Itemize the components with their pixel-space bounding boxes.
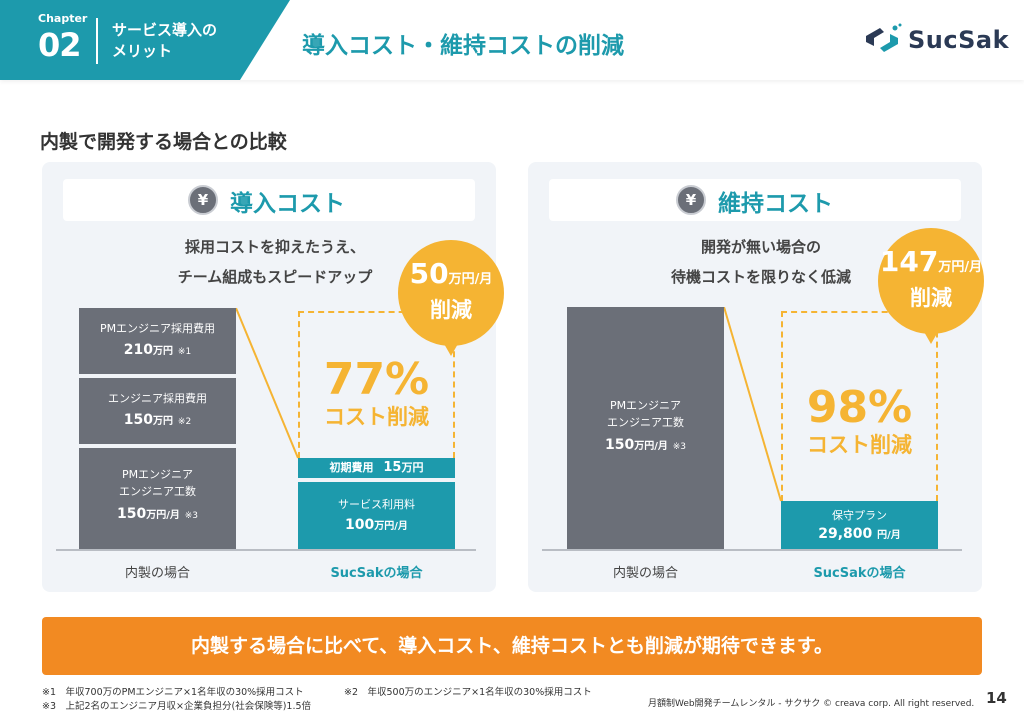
- chapter-block: [0, 0, 240, 80]
- initial-savings-bubble: 50万円/月 削減: [398, 240, 504, 346]
- chapter-label: Chapter: [38, 12, 88, 25]
- maintenance-axis-sucsak: SucSakの場合: [813, 566, 906, 581]
- maintenance-connector-line: [724, 307, 781, 502]
- engineer-hours-unit: 万円/月: [146, 510, 180, 521]
- page-title: 導入コスト・維持コストの削減: [302, 33, 624, 59]
- engineer-hours-value: 150: [116, 506, 147, 522]
- engineer-hours-bar: PMエンジニア エンジニア工数 150万円/月 ※3: [79, 448, 236, 549]
- maintenance-bubble-tail: [923, 330, 939, 344]
- initial-cost-header: [63, 179, 475, 221]
- maintenance-axis-inhouse: 内製の場合: [612, 566, 678, 581]
- yen-icon: ¥: [676, 185, 706, 215]
- initial-axis-sucsak: SucSakの場合: [330, 566, 423, 581]
- engineer-recruit-unit: 万円: [153, 416, 174, 427]
- initial-fee-label: 初期費用: [329, 461, 374, 474]
- maintenance-savings-percent-block: 98% コスト削減: [781, 384, 938, 458]
- maintenance-savings-percent: 98%: [806, 382, 913, 433]
- maintenance-bubble-unit: 万円/月: [938, 260, 983, 275]
- maintenance-inhouse-value: 150: [604, 437, 635, 453]
- maintenance-savings-label: コスト削減: [807, 433, 912, 457]
- initial-savings-percent: 77%: [323, 354, 430, 405]
- maintenance-cost-header: [549, 179, 961, 221]
- maintenance-dashed-box: [781, 311, 938, 501]
- maintenance-plan-value: 29,800: [818, 526, 873, 542]
- chapter-divider: [96, 18, 98, 64]
- maintenance-inhouse-label: PMエンジニア エンジニア工数: [607, 399, 684, 429]
- maintenance-cost-subtitle: 開発が無い場合の 待機コストを限りなく低減: [670, 238, 851, 286]
- chapter-number: 02: [38, 26, 82, 64]
- initial-savings-percent-block: 77% コスト削減: [298, 356, 455, 430]
- pm-recruit-label: PMエンジニア採用費用: [99, 322, 216, 335]
- engineer-hours-note: ※3: [184, 511, 199, 521]
- chapter-title: サービス導入の メリット: [112, 21, 218, 60]
- page-number: 14: [986, 689, 1007, 707]
- initial-baseline: [56, 549, 476, 551]
- maintenance-baseline: [542, 549, 962, 551]
- footnote-1: ※1 年収700万のPMエンジニア×1名年収の30%採用コスト: [42, 687, 304, 698]
- initial-fee-unit: 万円: [401, 461, 424, 474]
- chapter-block-tip: [240, 0, 290, 80]
- initial-cost-subtitle: 採用コストを抑えたうえ、 チーム組成もスピードアップ: [177, 238, 373, 286]
- initial-bubble-unit: 万円/月: [448, 272, 493, 287]
- maintenance-bubble-value: 147: [879, 245, 939, 278]
- conclusion-banner: 内製する場合に比べて、導入コスト、維持コストとも削減が期待できます。: [42, 617, 982, 675]
- copyright: 月額制Web開発チームレンタル - サクサク © creava corp. Al…: [648, 699, 975, 709]
- maintenance-inhouse-unit: 万円/月: [634, 441, 668, 452]
- service-fee-bar: サービス利用料 100万円/月: [298, 482, 455, 549]
- pm-recruit-note: ※1: [177, 347, 192, 357]
- maintenance-plan-unit: 円/月: [877, 530, 901, 541]
- sucsak-logo-icon: [866, 23, 902, 52]
- savings-dashed-box: [298, 311, 455, 458]
- engineer-recruit-value: 150: [123, 412, 154, 428]
- initial-fee-value: 15: [383, 460, 402, 475]
- maintenance-savings-bubble: 147万円/月 削減: [878, 228, 984, 334]
- initial-bubble-value: 50: [409, 257, 449, 290]
- engineer-recruit-bar: エンジニア採用費用 150万円 ※2: [79, 378, 236, 444]
- pm-recruit-value: 210: [123, 342, 154, 358]
- maintenance-plan-label: 保守プラン: [832, 509, 887, 522]
- pm-recruit-unit: 万円: [153, 346, 174, 357]
- initial-connector-line: [236, 308, 298, 459]
- footnote-3: ※3 上記2名のエンジニア月収×企業負担分(社会保険等)1.5倍: [42, 701, 312, 712]
- service-fee-unit: 万円/月: [374, 521, 408, 532]
- service-fee-label: サービス利用料: [338, 498, 415, 511]
- initial-savings-label: コスト削減: [324, 405, 429, 429]
- section-title: 内製で開発する場合との比較: [40, 131, 287, 153]
- initial-fee-bar: 初期費用 15万円: [298, 458, 455, 478]
- footnote-2: ※2 年収500万のエンジニア×1名年収の30%採用コスト: [344, 687, 592, 698]
- initial-bubble-label: 削減: [430, 298, 472, 322]
- service-fee-value: 100: [345, 517, 375, 533]
- maintenance-inhouse-bar: PMエンジニア エンジニア工数 150万円/月 ※3: [567, 307, 724, 549]
- maintenance-inhouse-note: ※3: [672, 442, 687, 452]
- initial-bubble-tail: [443, 342, 459, 356]
- yen-icon: ¥: [188, 185, 218, 215]
- sucsak-logo-text: SucSak: [908, 26, 1010, 54]
- pm-recruit-bar: PMエンジニア採用費用 210万円 ※1: [79, 308, 236, 374]
- maintenance-bubble-label: 削減: [910, 286, 952, 310]
- engineer-recruit-label: エンジニア採用費用: [108, 392, 207, 405]
- engineer-hours-label: PMエンジニア エンジニア工数: [119, 468, 196, 498]
- initial-axis-inhouse: 内製の場合: [124, 566, 190, 581]
- maintenance-plan-bar: 保守プラン 29,800 円/月: [781, 501, 938, 549]
- engineer-recruit-note: ※2: [177, 417, 192, 427]
- initial-cost-title: 導入コスト: [230, 191, 345, 217]
- maintenance-cost-title: 維持コスト: [718, 191, 833, 217]
